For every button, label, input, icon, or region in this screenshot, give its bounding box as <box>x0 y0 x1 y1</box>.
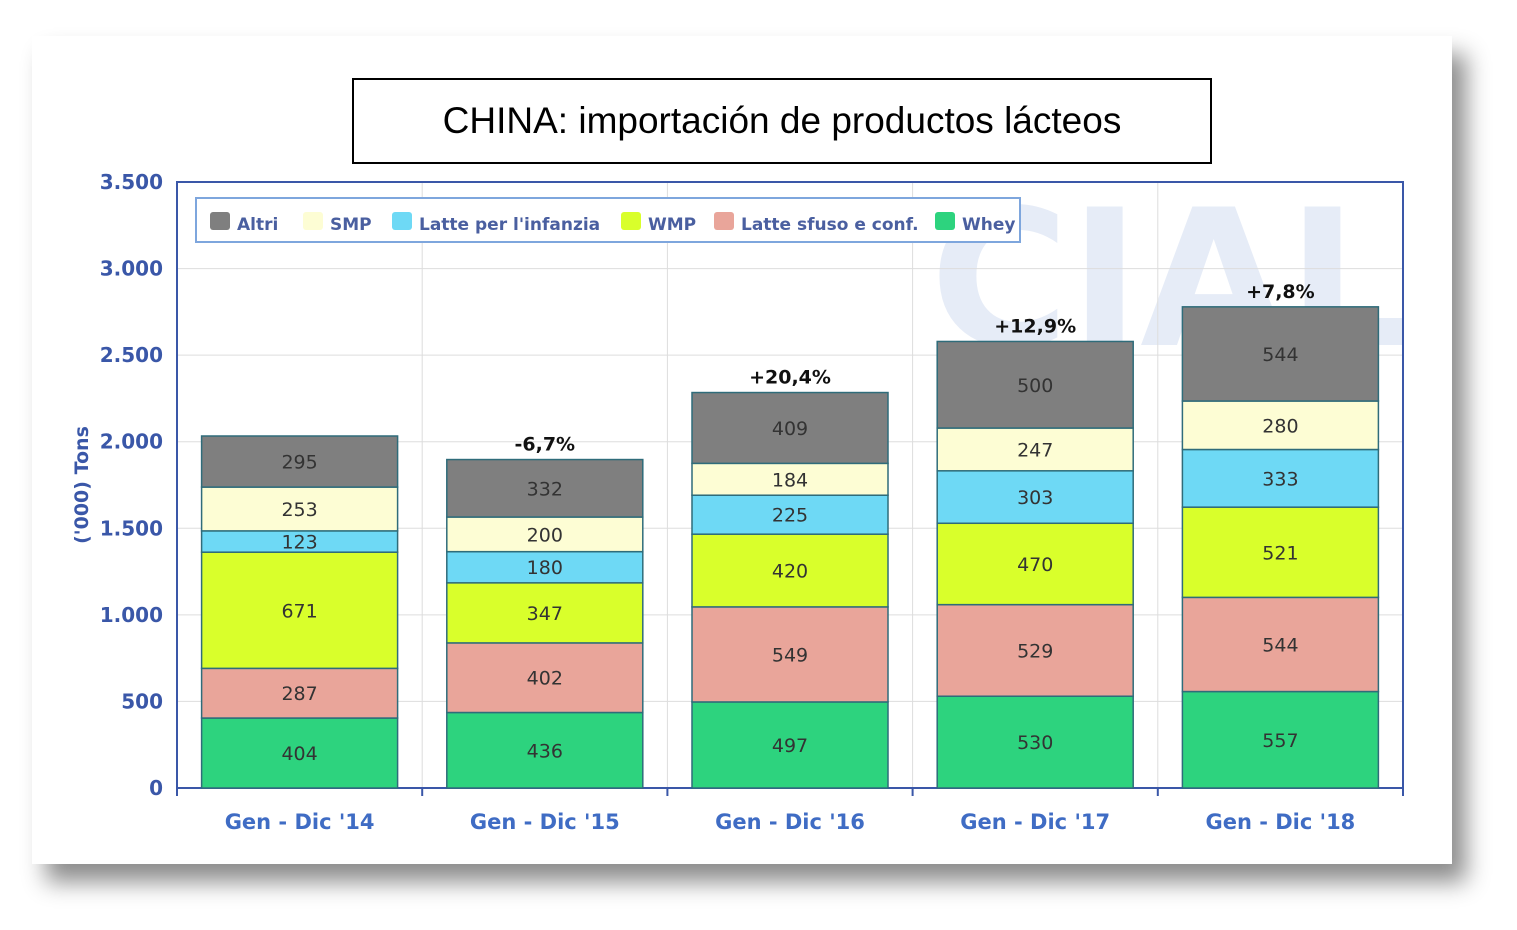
data-label: 303 <box>1017 487 1053 509</box>
data-label: 402 <box>527 668 563 690</box>
bar-segment <box>936 470 1134 525</box>
bar-segment <box>446 516 644 553</box>
y-axis-label: ('000) Tons <box>71 426 93 544</box>
y-tick-label: 2.500 <box>100 343 163 367</box>
bar-segment <box>936 603 1134 697</box>
bar-segment <box>200 551 399 670</box>
data-label: 347 <box>527 603 563 625</box>
bar-segment <box>1181 400 1380 451</box>
data-label: 671 <box>281 600 317 622</box>
bar-segment <box>1181 448 1380 508</box>
data-label: 529 <box>1017 640 1053 662</box>
data-label: 332 <box>527 478 563 500</box>
data-label: 420 <box>772 561 808 583</box>
x-tick-label: Gen - Dic '16 <box>715 810 865 834</box>
bar-segment <box>1181 306 1380 402</box>
data-label: 287 <box>281 683 317 705</box>
x-tick-label: Gen - Dic '17 <box>960 810 1110 834</box>
bar-segment <box>200 435 399 488</box>
legend: Altri SMP Latte per l'infanzia WMP Latte sfu… <box>195 197 1021 243</box>
x-tick-label: Gen - Dic '18 <box>1205 810 1355 834</box>
legend-label: Latte sfuso e conf. <box>741 215 919 235</box>
change-annotation: -6,7% <box>515 434 576 456</box>
bar-segment <box>200 717 399 789</box>
change-annotation: +20,4% <box>749 367 831 389</box>
data-label: 333 <box>1262 468 1298 490</box>
data-label: 247 <box>1017 439 1053 461</box>
y-tick-label: 3.000 <box>100 257 163 281</box>
bar-segment <box>200 667 399 719</box>
y-tick-label: 0 <box>149 776 163 800</box>
legend-swatch <box>392 212 412 230</box>
x-tick-label: Gen - Dic '14 <box>225 810 375 834</box>
data-label: 225 <box>772 505 808 527</box>
data-label: 500 <box>1017 375 1053 397</box>
bar-segment <box>1181 690 1380 789</box>
bar-segment <box>691 606 889 703</box>
bar-segment <box>691 391 889 465</box>
legend-swatch <box>935 212 955 230</box>
legend-label: WMP <box>648 215 696 235</box>
bar-segment <box>1181 506 1380 599</box>
change-annotation: +7,8% <box>1246 281 1315 303</box>
bar-segment <box>446 711 644 789</box>
data-label: 253 <box>281 499 317 521</box>
y-axis: 0 500 1.000 1.500 2.000 2.500 3.000 3.500 <box>100 170 163 800</box>
x-tick-label: Gen - Dic '15 <box>470 810 620 834</box>
data-label: 544 <box>1262 634 1298 656</box>
y-tick-label: 2.000 <box>100 430 163 454</box>
title-box: CHINA: importación de productos lácteos <box>352 78 1212 164</box>
bar-segment <box>691 701 889 789</box>
data-label: 123 <box>281 532 317 554</box>
data-label: 544 <box>1262 344 1298 366</box>
bar-segment <box>200 486 399 532</box>
data-label: 557 <box>1262 730 1298 752</box>
bars: 404 287 671 123 253 295 436 402 347 180 200 332 -6,7… <box>200 281 1380 789</box>
legend-label: Altri <box>237 215 278 235</box>
y-tick-label: 3.500 <box>100 170 163 194</box>
data-label: 470 <box>1017 554 1053 576</box>
data-label: 295 <box>281 452 317 474</box>
data-label: 436 <box>527 740 563 762</box>
data-label: 409 <box>772 418 808 440</box>
legend-swatch <box>303 212 323 230</box>
y-tick-label: 500 <box>121 689 163 713</box>
data-label: 497 <box>772 735 808 757</box>
data-label: 180 <box>527 557 563 579</box>
bar-segment <box>691 462 889 496</box>
legend-label: Whey <box>962 215 1015 235</box>
bar-segment <box>446 458 644 518</box>
legend-swatch <box>714 212 734 230</box>
y-tick-label: 1.500 <box>100 516 163 540</box>
data-label: 184 <box>772 469 808 491</box>
bar-segment <box>691 494 889 535</box>
bar-segment <box>691 533 889 608</box>
data-label: 530 <box>1017 732 1053 754</box>
bar-segment <box>446 550 644 584</box>
change-annotation: +12,9% <box>994 315 1076 337</box>
legend-label: Latte per l'infanzia <box>419 215 600 235</box>
legend-swatch <box>210 212 230 230</box>
x-axis: Gen - Dic '14 Gen - Dic '15 Gen - Dic '16 G… <box>176 788 1404 834</box>
bar-segment <box>936 522 1134 606</box>
bar-segment <box>446 642 644 714</box>
bar-segment <box>936 695 1134 789</box>
bar-segment <box>446 582 644 644</box>
data-label: 521 <box>1262 542 1298 564</box>
legend-swatch <box>621 212 641 230</box>
legend-box <box>195 197 1021 243</box>
chart-title: CHINA: importación de productos lácteos <box>442 100 1122 141</box>
data-label: 200 <box>527 524 563 546</box>
data-label: 280 <box>1262 415 1298 437</box>
data-label: 549 <box>772 644 808 666</box>
data-label: 404 <box>281 743 317 765</box>
y-tick-label: 1.000 <box>100 603 163 627</box>
bar-segment <box>936 340 1134 429</box>
legend-label: SMP <box>330 215 372 235</box>
